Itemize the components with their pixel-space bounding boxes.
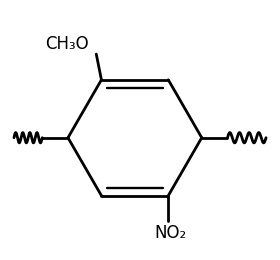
Text: NO₂: NO₂ [155,224,187,242]
Text: CH₃O: CH₃O [45,35,88,53]
